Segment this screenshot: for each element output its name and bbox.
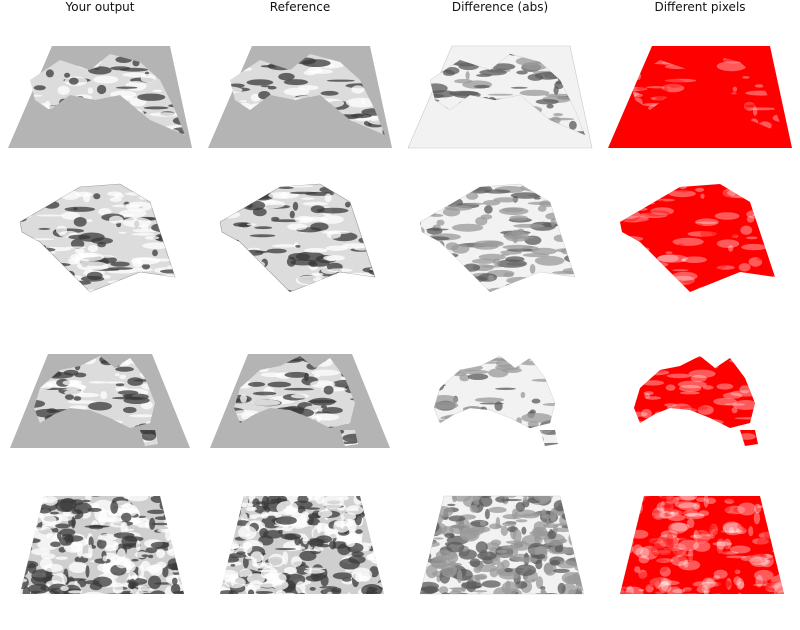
mismatch-region — [634, 356, 755, 428]
stone-texture-pixels-image — [600, 490, 800, 630]
column-title-reference: Reference — [269, 0, 331, 14]
mountain-terrain-reference-image — [200, 40, 400, 180]
stone-texture-output-image — [0, 490, 200, 630]
stone-texture-reference-image — [200, 490, 400, 630]
mismatch-region — [620, 496, 784, 594]
column-title-output: Your output — [65, 0, 135, 14]
australia-map-diff-image — [400, 348, 600, 488]
hill-terrain-reference-image — [200, 182, 400, 322]
mismatch-region — [620, 184, 775, 292]
mismatch-region — [608, 46, 792, 148]
hill-terrain-output-image — [0, 182, 200, 322]
australia-map-reference-image — [200, 348, 400, 488]
hill-terrain-diff-image — [400, 182, 600, 322]
mountain-terrain-pixels-image — [600, 40, 800, 180]
mountain-terrain-output-image — [0, 40, 200, 180]
column-title-pixels: Different pixels — [654, 0, 746, 14]
stone-texture-diff-image — [400, 490, 600, 630]
mountain-terrain-diff-image — [400, 40, 600, 180]
mismatch-island — [740, 430, 758, 446]
australia-map-output-image — [0, 348, 200, 488]
hill-terrain-pixels-image — [600, 182, 800, 322]
column-title-diff: Difference (abs) — [451, 0, 549, 14]
australia-map-pixels-image — [600, 348, 800, 488]
